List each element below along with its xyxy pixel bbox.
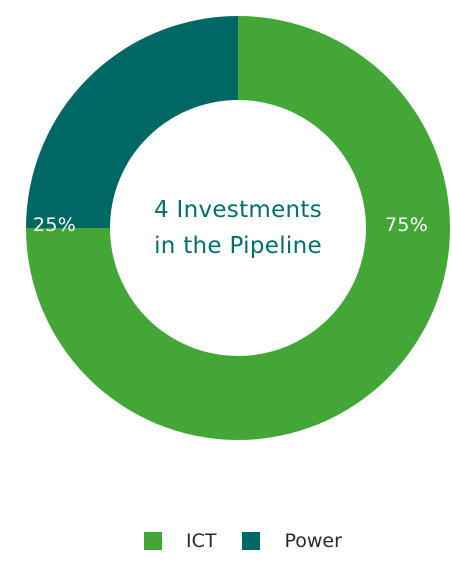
slice-ict [26, 16, 450, 440]
center-title-line-1: 4 Investments [153, 197, 323, 223]
legend: ICT Power [144, 530, 368, 552]
slice-power [26, 16, 238, 228]
legend-label-ict: ICT [186, 530, 217, 552]
slice-label-ict: 75% [385, 214, 429, 236]
legend-item-power: Power [242, 530, 342, 552]
legend-swatch-ict [144, 532, 162, 550]
slice-label-power: 25% [33, 214, 77, 236]
legend-item-ict: ICT [144, 530, 216, 552]
legend-label-power: Power [284, 530, 342, 552]
legend-swatch-power [242, 532, 261, 550]
center-title-line-2: in the Pipeline [154, 233, 322, 259]
